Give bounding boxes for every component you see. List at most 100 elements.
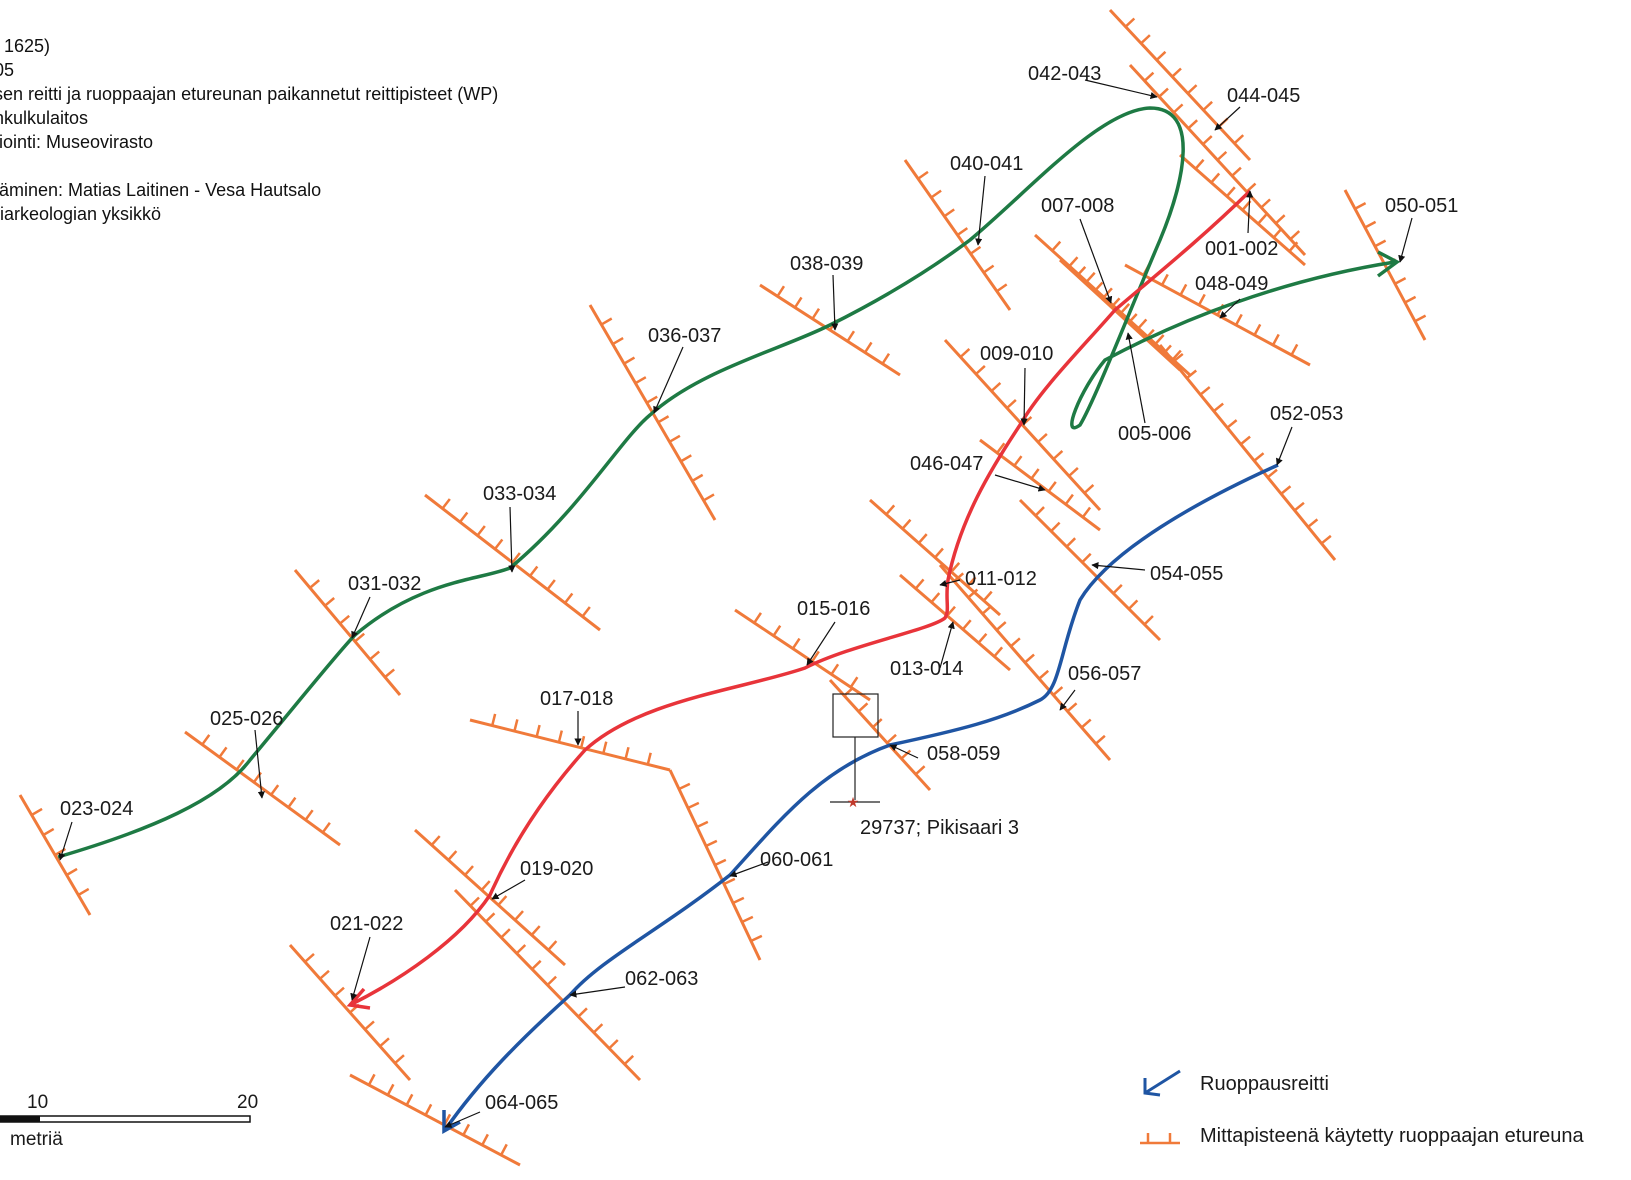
waypoint-label-056-057: 056-057 bbox=[1068, 663, 1141, 685]
dredge-front-tick bbox=[1260, 198, 1271, 209]
waypoint-leader-arrow bbox=[994, 474, 1046, 492]
dredge-front-tick bbox=[1307, 518, 1319, 528]
dredge-front-tick bbox=[772, 625, 782, 637]
dredge-front-tick bbox=[1274, 214, 1286, 225]
dredge-front-tick bbox=[975, 364, 986, 375]
waypoint-label-038-039: 038-039 bbox=[790, 253, 863, 275]
dredge-front-tick bbox=[885, 504, 896, 516]
dredge-front-tick bbox=[703, 493, 715, 502]
dredge-front-tick bbox=[886, 733, 897, 744]
waypoint-label-052-053: 052-053 bbox=[1270, 403, 1343, 425]
dredge-front-tick bbox=[959, 347, 971, 358]
dredge-front-tick bbox=[914, 578, 925, 590]
dredge-front-tick bbox=[741, 915, 754, 924]
dredge-front-tick bbox=[1112, 583, 1123, 595]
green-route-arrowhead bbox=[1376, 250, 1401, 278]
dredge-front-tick bbox=[1006, 398, 1017, 409]
dredge-front-tick bbox=[1068, 256, 1079, 267]
dredge-front-tick bbox=[930, 592, 941, 603]
dredge-front-tick bbox=[1257, 213, 1267, 225]
dredge-front-tick bbox=[1280, 485, 1292, 495]
dredge-front-tick bbox=[830, 663, 840, 675]
waypoint-leader-arrow bbox=[351, 596, 371, 639]
dredge-front-tick bbox=[1052, 449, 1064, 460]
dredge-front-tick bbox=[579, 735, 586, 749]
dredge-front-tick bbox=[77, 887, 90, 897]
waypoint-label-050-051: 050-051 bbox=[1385, 195, 1458, 217]
dredge-front-tick bbox=[1171, 67, 1182, 78]
dredge-front-tick bbox=[1210, 172, 1221, 184]
dredge-front-tick bbox=[546, 579, 556, 591]
waypoint-label-005-006: 005-006 bbox=[1118, 423, 1191, 445]
dredge-front-tick bbox=[201, 734, 211, 746]
site-box bbox=[832, 693, 879, 738]
dredge-front-tick bbox=[705, 839, 718, 848]
waypoint-leader-arrow bbox=[653, 346, 684, 414]
dredge-front-tick bbox=[990, 381, 1002, 392]
map-info-block: . 1625) 05 sen reitti ja ruoppaajan etur… bbox=[0, 34, 498, 226]
waypoint-leader-arrow bbox=[444, 1111, 481, 1128]
dredge-front-tick bbox=[977, 632, 988, 644]
dredge-front-tick bbox=[930, 189, 942, 199]
dredge-front-tick bbox=[914, 765, 926, 776]
dredge-front-tick bbox=[946, 605, 956, 617]
dredge-front-tick bbox=[1374, 239, 1387, 248]
dredge-front-tick bbox=[1266, 468, 1278, 479]
waypoint-label-044-045: 044-045 bbox=[1227, 85, 1300, 107]
dredge-front-tick bbox=[464, 865, 474, 876]
dredge-front-tick bbox=[1034, 506, 1045, 517]
dredge-front-tick bbox=[384, 668, 395, 679]
dredge-front-tick bbox=[1076, 266, 1087, 277]
dredge-front-2 bbox=[293, 569, 402, 696]
dredge-front-tick bbox=[981, 604, 993, 615]
dredge-front-tick bbox=[1394, 276, 1407, 285]
waypoint-leader-arrow bbox=[1214, 106, 1241, 131]
dredge-front-tick bbox=[646, 395, 658, 404]
waypoint-label-021-022: 021-022 bbox=[330, 913, 403, 935]
dredge-front-tick bbox=[956, 227, 969, 237]
dredge-front-tick bbox=[1179, 283, 1188, 296]
waypoint-leader-arrow bbox=[1020, 367, 1028, 426]
dredge-front-tick bbox=[1202, 135, 1213, 146]
dredge-front-tick bbox=[441, 498, 451, 510]
dredge-front-tick bbox=[367, 1073, 376, 1086]
dredge-front-23 bbox=[1018, 498, 1162, 642]
dredge-front-tick bbox=[1245, 182, 1257, 193]
dredge-front-tick bbox=[996, 283, 1008, 293]
dredge-front-tick bbox=[1137, 318, 1148, 330]
dredge-front-tick bbox=[1013, 455, 1023, 467]
dredge-front-tick bbox=[849, 676, 859, 688]
dredge-front-tick bbox=[1253, 452, 1265, 462]
site-marker: ★ 29737; Pikisaari 3 bbox=[830, 693, 1019, 839]
dredge-front-tick bbox=[680, 454, 692, 463]
waypoint-label-015-016: 015-016 bbox=[797, 598, 870, 620]
info-line: 05 bbox=[0, 60, 15, 80]
dredge-front-tick bbox=[900, 749, 912, 760]
dredge-front-tick bbox=[753, 612, 762, 624]
dredge-front-tick bbox=[515, 944, 527, 955]
waypoint-leader-arrow bbox=[806, 621, 836, 666]
dredge-front-tick bbox=[1231, 166, 1242, 177]
dredge-front-tick bbox=[623, 356, 636, 365]
scale-tick-20: 20 bbox=[237, 1092, 258, 1113]
waypoint-label-054-055: 054-055 bbox=[1150, 563, 1223, 585]
scale-tick-10: 10 bbox=[27, 1092, 48, 1113]
dredge-front-tick bbox=[1143, 615, 1154, 626]
dredge-front-tick bbox=[270, 784, 280, 796]
waypoint-label-023-024: 023-024 bbox=[60, 798, 133, 820]
dredge-front-tick bbox=[846, 330, 856, 342]
waypoint-leader-arrow bbox=[939, 579, 961, 587]
dredge-front-tick bbox=[235, 759, 245, 771]
info-line: riarkeologian yksikkö bbox=[0, 204, 162, 224]
dredge-front-tick bbox=[430, 835, 441, 846]
dredge-front-tick bbox=[863, 341, 873, 354]
dredge-front-tick bbox=[581, 606, 591, 618]
waypoint-labels: 023-024 025-026 031-032 033-034 036-037 038-0… bbox=[58, 63, 1458, 1128]
dredge-front-tick bbox=[364, 1020, 375, 1031]
dredge-front-tick bbox=[881, 352, 891, 365]
dredge-front-icon bbox=[1140, 1133, 1180, 1145]
legend-front-label: Mittapisteenä käytetty ruoppaajan etureu… bbox=[1200, 1125, 1584, 1147]
green-dredging-route bbox=[57, 106, 1396, 859]
dredge-front-tick bbox=[1143, 71, 1155, 82]
dredge-front-tick bbox=[1066, 702, 1078, 713]
